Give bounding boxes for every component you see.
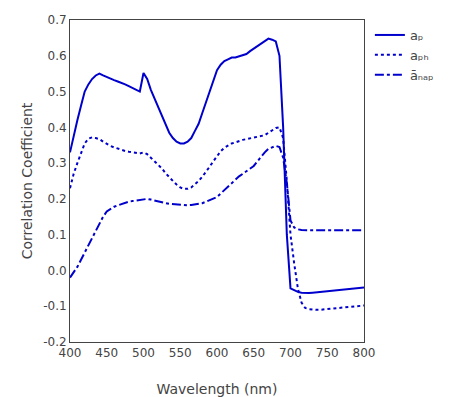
svg-text:0.2: 0.2 — [48, 192, 67, 206]
svg-text:400: 400 — [59, 346, 82, 360]
svg-text:650: 650 — [242, 346, 265, 360]
svg-text:700: 700 — [279, 346, 302, 360]
svg-text:450: 450 — [95, 346, 118, 360]
svg-text:500: 500 — [132, 346, 155, 360]
svg-text:aₚₕ: aₚₕ — [410, 48, 429, 63]
svg-text:-0.1: -0.1 — [43, 299, 66, 313]
svg-text:0.6: 0.6 — [48, 49, 67, 63]
svg-text:0.7: 0.7 — [48, 13, 67, 27]
svg-text:0.4: 0.4 — [48, 121, 67, 135]
svg-text:Correlation Coefficient: Correlation Coefficient — [19, 102, 35, 259]
svg-text:0.3: 0.3 — [48, 156, 67, 170]
svg-text:0.1: 0.1 — [48, 228, 67, 242]
svg-text:Wavelength (nm): Wavelength (nm) — [157, 381, 278, 397]
svg-text:0.5: 0.5 — [48, 85, 67, 99]
svg-text:600: 600 — [206, 346, 229, 360]
svg-text:āₙₐₚ: āₙₐₚ — [410, 68, 434, 83]
svg-text:800: 800 — [353, 346, 376, 360]
svg-text:750: 750 — [316, 346, 339, 360]
svg-text:550: 550 — [169, 346, 192, 360]
svg-text:0.0: 0.0 — [48, 264, 67, 278]
svg-text:-0.2: -0.2 — [43, 335, 66, 349]
svg-text:aₚ: aₚ — [410, 28, 424, 43]
